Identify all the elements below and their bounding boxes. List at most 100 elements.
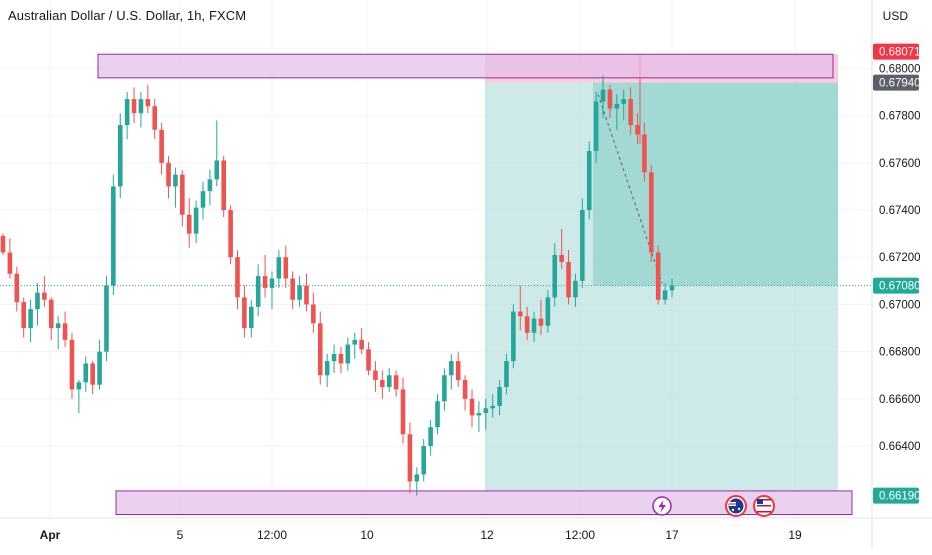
candle: [104, 276, 109, 362]
candle-body: [62, 323, 68, 340]
candle-body: [290, 278, 295, 300]
candle: [290, 271, 295, 310]
flag-stripe: [757, 511, 771, 513]
candle: [442, 368, 447, 411]
candle: [421, 438, 427, 482]
candle: [511, 304, 516, 369]
candle: [607, 84, 613, 118]
candle: [42, 276, 47, 307]
candle-body: [297, 285, 302, 300]
candle: [283, 245, 289, 288]
candle-body: [193, 207, 199, 234]
candle-body: [228, 210, 233, 258]
candle: [166, 155, 171, 199]
candle-body: [124, 99, 130, 126]
candle-body: [69, 339, 75, 390]
candle: [124, 92, 130, 140]
candle: [97, 339, 102, 390]
chart-title: Australian Dollar / U.S. Dollar, 1h, FXC…: [8, 8, 247, 23]
candle-body: [35, 292, 40, 310]
candle: [373, 361, 378, 392]
candle: [200, 181, 206, 220]
candle: [407, 422, 413, 494]
candle-body: [655, 252, 661, 300]
candle-body: [248, 306, 254, 329]
flag-star: [737, 507, 741, 511]
candle-body: [166, 162, 171, 187]
candle: [276, 250, 282, 288]
candle: [428, 420, 433, 456]
candle: [566, 250, 571, 305]
candle: [269, 271, 275, 310]
candle-body: [28, 309, 33, 329]
candle-body: [538, 318, 544, 326]
candle: [21, 297, 26, 338]
candle: [531, 311, 537, 343]
candle: [221, 155, 227, 218]
candle-body: [83, 363, 89, 383]
candle-body: [338, 354, 344, 364]
candle-body: [593, 101, 599, 152]
candle-body: [159, 129, 164, 163]
candle: [117, 113, 123, 199]
price-label-text: 0.68071: [879, 47, 921, 59]
candle-body: [531, 318, 537, 333]
candle-body: [200, 191, 206, 208]
candle: [111, 174, 116, 296]
candle-body: [0, 235, 6, 253]
candle-body: [669, 285, 675, 291]
candle-body: [262, 276, 268, 288]
y-tick-label: 0.67400: [879, 205, 921, 217]
candle: [545, 290, 551, 333]
candle-body: [635, 125, 640, 135]
candle: [586, 141, 592, 220]
candle-body: [483, 408, 489, 414]
x-tick-label: 12:00: [257, 528, 287, 542]
candle: [517, 285, 523, 331]
candle-body: [76, 382, 82, 390]
candle: [76, 379, 82, 414]
candle-body: [386, 375, 392, 388]
candle: [504, 354, 509, 395]
candle-body: [269, 278, 275, 288]
candle-body: [490, 405, 495, 409]
candle: [655, 245, 661, 305]
y-tick-label: 0.67200: [879, 252, 921, 264]
candle-body: [317, 323, 323, 376]
y-tick-label: 0.67000: [879, 299, 921, 311]
x-tick-label: Apr: [40, 528, 61, 542]
candle-body: [366, 349, 371, 371]
flag-canton: [757, 499, 763, 504]
price-label-bg: [873, 43, 919, 60]
candle-body: [586, 151, 592, 211]
y-tick-label: 0.68000: [879, 63, 921, 75]
candle: [593, 92, 599, 163]
candle: [7, 238, 13, 279]
candle-body: [621, 99, 627, 104]
candle: [476, 401, 482, 432]
x-tick-label: 12: [480, 528, 494, 542]
flag-star: [731, 508, 735, 512]
candle-body: [180, 174, 185, 215]
candle: [69, 332, 75, 399]
x-tick-label: 10: [360, 528, 374, 542]
candle: [90, 361, 95, 395]
candle: [649, 165, 654, 262]
candle-body: [352, 339, 358, 345]
candle-body: [104, 285, 109, 352]
candle-body: [614, 103, 620, 109]
candle: [255, 264, 261, 317]
candle: [48, 297, 54, 340]
candle-body: [221, 160, 227, 211]
candle-body: [111, 186, 116, 286]
price-label-text: 0.67940: [879, 78, 921, 90]
candle-body: [90, 363, 95, 385]
candle-body: [455, 361, 461, 380]
x-tick-label: 19: [788, 528, 802, 542]
price-label-badge: 0.66190: [873, 487, 921, 504]
candle-body: [345, 344, 351, 364]
candle: [193, 200, 199, 244]
candle: [455, 351, 461, 388]
